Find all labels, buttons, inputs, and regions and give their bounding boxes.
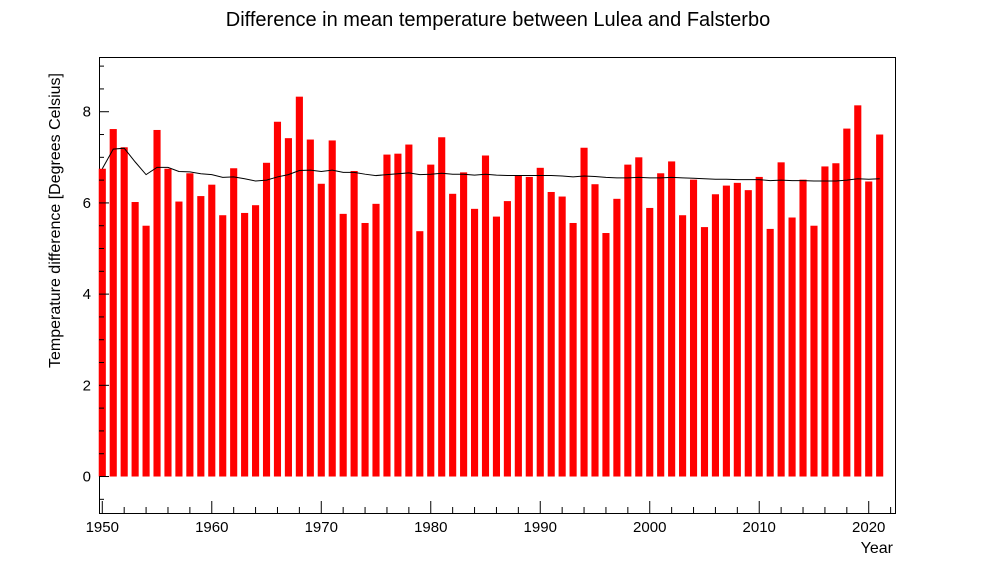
bar-1988 bbox=[514, 175, 522, 477]
bar-1986 bbox=[492, 216, 501, 477]
bar-1996 bbox=[602, 233, 610, 477]
bar-1959 bbox=[197, 196, 205, 477]
bar-1977 bbox=[394, 153, 402, 477]
bar-1969 bbox=[306, 139, 314, 477]
series-line bbox=[101, 147, 880, 182]
y-axis-title: Temperature difference [Degrees Celsius] bbox=[47, 73, 64, 368]
bar-1958 bbox=[186, 173, 194, 477]
bar-1961 bbox=[219, 215, 227, 477]
bar-1976 bbox=[383, 154, 391, 477]
bar-2007 bbox=[722, 185, 730, 477]
y-tick-label-8: 8 bbox=[83, 104, 91, 121]
bar-2009 bbox=[744, 190, 752, 477]
bar-1964 bbox=[252, 205, 260, 477]
bar-1980 bbox=[427, 164, 435, 477]
bar-2000 bbox=[646, 207, 654, 477]
bar-1968 bbox=[295, 96, 303, 477]
bar-2020 bbox=[865, 181, 873, 477]
bar-1956 bbox=[164, 168, 172, 477]
bar-1962 bbox=[230, 168, 238, 477]
bar-1974 bbox=[361, 222, 369, 477]
bar-1985 bbox=[481, 155, 490, 477]
bar-1960 bbox=[208, 184, 216, 477]
bar-1987 bbox=[503, 201, 511, 477]
bar-2001 bbox=[657, 173, 665, 477]
bar-1978 bbox=[405, 144, 413, 477]
bar-1950 bbox=[98, 168, 106, 477]
bar-2008 bbox=[733, 182, 741, 477]
x-tick-label-1950: 1950 bbox=[86, 519, 119, 536]
bar-2012 bbox=[777, 162, 785, 477]
bar-2010 bbox=[755, 176, 763, 477]
bar-1994 bbox=[580, 147, 588, 477]
bar-2014 bbox=[799, 179, 807, 477]
bar-1991 bbox=[547, 191, 555, 477]
bar-2016 bbox=[821, 166, 829, 477]
bar-2019 bbox=[854, 105, 862, 477]
bar-1970 bbox=[317, 183, 325, 477]
bar-1955 bbox=[153, 129, 161, 477]
x-tick-label-1970: 1970 bbox=[305, 519, 338, 536]
bar-2017 bbox=[832, 163, 840, 477]
y-tick-label-4: 4 bbox=[83, 286, 91, 303]
bar-1997 bbox=[613, 198, 621, 477]
x-tick-label-1960: 1960 bbox=[195, 519, 228, 536]
bar-1971 bbox=[328, 140, 336, 477]
bar-1992 bbox=[558, 196, 566, 477]
bar-2003 bbox=[679, 215, 687, 477]
bar-1979 bbox=[416, 231, 424, 477]
bar-2005 bbox=[700, 227, 709, 477]
y-tick-label-0: 0 bbox=[83, 469, 91, 486]
bar-2018 bbox=[843, 128, 851, 477]
bar-1989 bbox=[525, 176, 533, 477]
axes-layer: 0 2 4 6 8 1950 1960 1970 1980 1990 2000 2010 2020 bbox=[83, 65, 892, 536]
bar-2013 bbox=[788, 217, 796, 477]
bar-2006 bbox=[711, 194, 719, 477]
y-tick-label-6: 6 bbox=[83, 195, 91, 212]
bar-1967 bbox=[284, 138, 292, 477]
bar-2015 bbox=[810, 225, 818, 477]
bar-1951 bbox=[109, 129, 117, 477]
bar-1972 bbox=[339, 213, 347, 477]
x-tick-label-2020: 2020 bbox=[852, 519, 885, 536]
bar-1984 bbox=[471, 208, 479, 477]
bar-1957 bbox=[175, 201, 183, 477]
bar-1973 bbox=[350, 171, 358, 477]
chart-title: Difference in mean temperature between L… bbox=[226, 9, 770, 31]
bar-2021 bbox=[876, 134, 884, 477]
bar-1982 bbox=[449, 193, 457, 477]
bar-1999 bbox=[635, 157, 643, 477]
bars-layer bbox=[98, 96, 884, 477]
bar-1966 bbox=[273, 121, 282, 477]
bar-1998 bbox=[624, 164, 632, 477]
bar-2011 bbox=[766, 228, 774, 477]
bar-1981 bbox=[438, 137, 446, 477]
bar-1963 bbox=[241, 212, 249, 477]
bar-1983 bbox=[460, 172, 468, 477]
x-tick-label-1980: 1980 bbox=[414, 519, 447, 536]
bar-2004 bbox=[689, 179, 698, 477]
bar-2002 bbox=[668, 161, 676, 477]
x-tick-label-2010: 2010 bbox=[743, 519, 776, 536]
bar-1954 bbox=[142, 225, 150, 477]
bar-1975 bbox=[372, 203, 380, 477]
bar-1990 bbox=[536, 167, 544, 477]
y-tick-label-2: 2 bbox=[83, 377, 91, 394]
x-axis-title: Year bbox=[861, 540, 894, 557]
bar-1953 bbox=[131, 202, 139, 477]
bar-1965 bbox=[262, 162, 271, 477]
bar-1995 bbox=[591, 184, 599, 477]
x-tick-label-1990: 1990 bbox=[524, 519, 557, 536]
bar-1993 bbox=[569, 222, 577, 477]
x-tick-label-2000: 2000 bbox=[633, 519, 666, 536]
bar-1952 bbox=[120, 147, 128, 477]
